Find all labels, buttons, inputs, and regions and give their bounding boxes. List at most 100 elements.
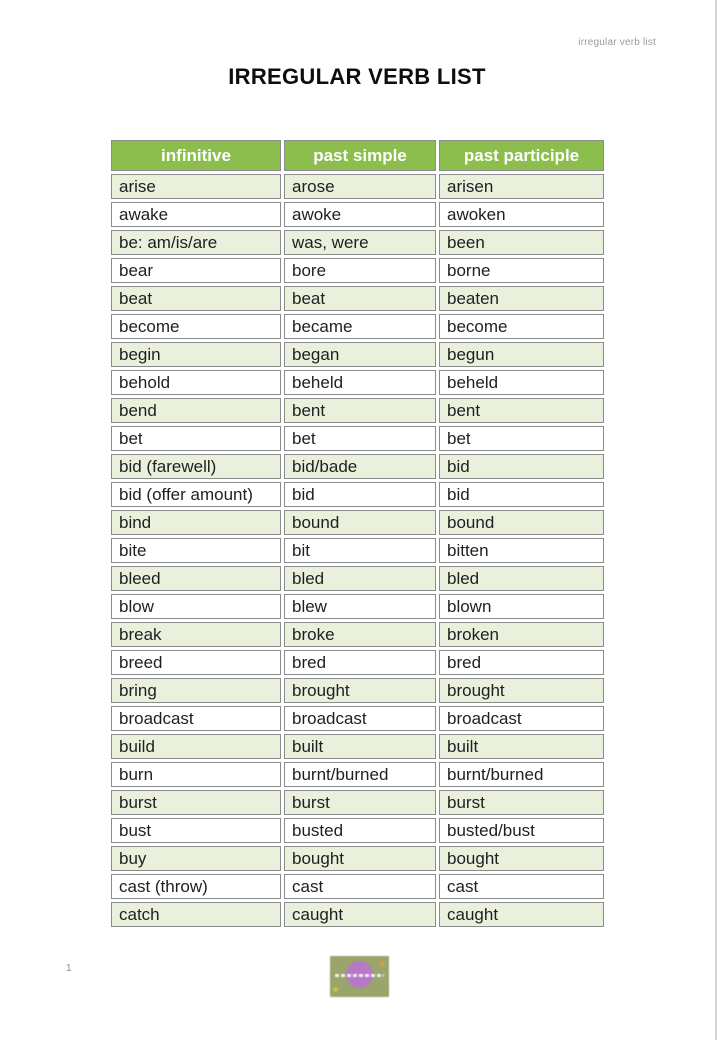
logo-text-smudge xyxy=(335,974,384,977)
verb-table: infinitive past simple past participle ari… xyxy=(108,137,607,930)
verb-cell: caught xyxy=(284,902,436,927)
table-row: bend bent bent xyxy=(111,398,604,423)
verb-cell: broke xyxy=(284,622,436,647)
verb-cell: arise xyxy=(111,174,281,199)
verb-cell: burst xyxy=(439,790,604,815)
verb-cell: bear xyxy=(111,258,281,283)
verb-cell: broken xyxy=(439,622,604,647)
verb-cell: be: am/is/are xyxy=(111,230,281,255)
verb-cell: brought xyxy=(439,678,604,703)
table-row: bite bit bitten xyxy=(111,538,604,563)
verb-cell: began xyxy=(284,342,436,367)
table-row: burn burnt/burned burnt/burned xyxy=(111,762,604,787)
verb-cell: bust xyxy=(111,818,281,843)
verb-cell: beheld xyxy=(439,370,604,395)
verb-cell: begin xyxy=(111,342,281,367)
table-row: burst burst burst xyxy=(111,790,604,815)
table-row: awake awoke awoken xyxy=(111,202,604,227)
verb-cell: bound xyxy=(439,510,604,535)
verb-cell: cast xyxy=(439,874,604,899)
verb-cell: bred xyxy=(439,650,604,675)
verb-cell: build xyxy=(111,734,281,759)
table-row: blow blew blown xyxy=(111,594,604,619)
table-row: bleed bled bled xyxy=(111,566,604,591)
verb-cell: awoke xyxy=(284,202,436,227)
verb-cell: beheld xyxy=(284,370,436,395)
table-row: buy bought bought xyxy=(111,846,604,871)
verb-cell: cast (throw) xyxy=(111,874,281,899)
verb-cell: blew xyxy=(284,594,436,619)
table-body: arise arose arisen awake awoke awoken be: am/i… xyxy=(111,174,604,927)
verb-cell: bid (farewell) xyxy=(111,454,281,479)
verb-cell: beat xyxy=(284,286,436,311)
column-header-past-simple: past simple xyxy=(284,140,436,171)
verb-cell: break xyxy=(111,622,281,647)
table-row: be: am/is/are was, were been xyxy=(111,230,604,255)
table-row: bind bound bound xyxy=(111,510,604,535)
verb-cell: beaten xyxy=(439,286,604,311)
verb-cell: brought xyxy=(284,678,436,703)
verb-cell: bend xyxy=(111,398,281,423)
verb-cell: breed xyxy=(111,650,281,675)
verb-cell: caught xyxy=(439,902,604,927)
table-row: catch caught caught xyxy=(111,902,604,927)
verb-cell: bleed xyxy=(111,566,281,591)
verb-cell: bring xyxy=(111,678,281,703)
table-row: behold beheld beheld xyxy=(111,370,604,395)
verb-cell: burst xyxy=(111,790,281,815)
column-header-infinitive: infinitive xyxy=(111,140,281,171)
table-row: broadcast broadcast broadcast xyxy=(111,706,604,731)
verb-cell: borne xyxy=(439,258,604,283)
verb-cell: bought xyxy=(439,846,604,871)
verb-cell: bent xyxy=(284,398,436,423)
verb-cell: bid (offer amount) xyxy=(111,482,281,507)
verb-cell: blown xyxy=(439,594,604,619)
verb-cell: been xyxy=(439,230,604,255)
page-title: IRREGULAR VERB LIST xyxy=(228,64,486,89)
table-row: arise arose arisen xyxy=(111,174,604,199)
verb-cell: bid xyxy=(439,454,604,479)
header-note: irregular verb list xyxy=(578,37,656,48)
verb-cell: bind xyxy=(111,510,281,535)
verb-cell: awoken xyxy=(439,202,604,227)
verb-cell: built xyxy=(284,734,436,759)
verb-cell: burnt/burned xyxy=(284,762,436,787)
verb-cell: bet xyxy=(439,426,604,451)
table-row: bet bet bet xyxy=(111,426,604,451)
table-row: cast (throw) cast cast xyxy=(111,874,604,899)
verb-cell: bid/bade xyxy=(284,454,436,479)
table-head: infinitive past simple past participle xyxy=(111,140,604,171)
page-right-edge-line xyxy=(715,0,717,1040)
verb-cell: bound xyxy=(284,510,436,535)
table-header-row: infinitive past simple past participle xyxy=(111,140,604,171)
verb-cell: blow xyxy=(111,594,281,619)
verb-cell: bite xyxy=(111,538,281,563)
verb-cell: arose xyxy=(284,174,436,199)
verb-cell: bled xyxy=(284,566,436,591)
verb-cell: catch xyxy=(111,902,281,927)
verb-cell: busted xyxy=(284,818,436,843)
verb-cell: built xyxy=(439,734,604,759)
logo-dot-yellow-icon xyxy=(333,987,338,992)
verb-cell: became xyxy=(284,314,436,339)
verb-cell: bid xyxy=(439,482,604,507)
verb-cell: bent xyxy=(439,398,604,423)
verb-cell: bore xyxy=(284,258,436,283)
verb-cell: bred xyxy=(284,650,436,675)
verb-cell: behold xyxy=(111,370,281,395)
verb-cell: become xyxy=(439,314,604,339)
verb-cell: bled xyxy=(439,566,604,591)
page-number: 1 xyxy=(66,963,72,974)
verb-cell: awake xyxy=(111,202,281,227)
verb-cell: bid xyxy=(284,482,436,507)
verb-cell: buy xyxy=(111,846,281,871)
table-row: break broke broken xyxy=(111,622,604,647)
verb-cell: burn xyxy=(111,762,281,787)
verb-cell: broadcast xyxy=(111,706,281,731)
verb-cell: bought xyxy=(284,846,436,871)
table-row: begin began begun xyxy=(111,342,604,367)
verb-cell: burnt/burned xyxy=(439,762,604,787)
verb-cell: bet xyxy=(284,426,436,451)
verb-cell: arisen xyxy=(439,174,604,199)
